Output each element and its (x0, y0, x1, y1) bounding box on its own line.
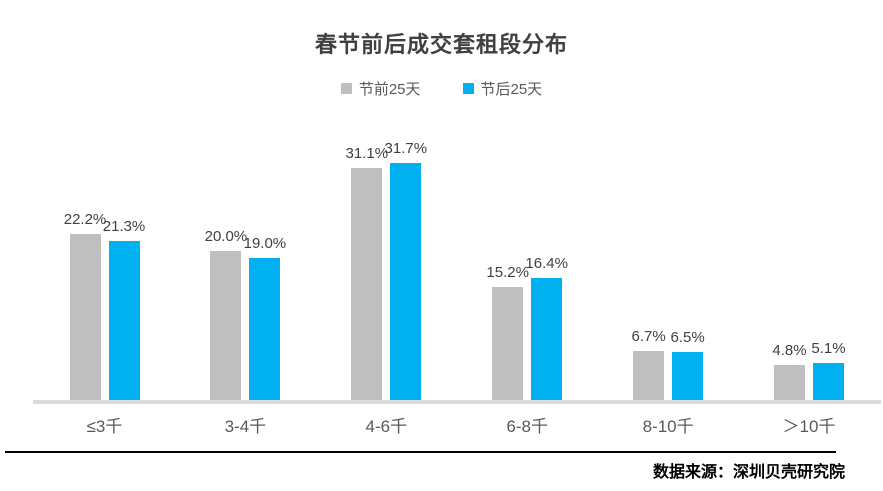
value-label-series0-cat5: 4.8% (772, 342, 807, 359)
value-label-series0-cat3: 15.2% (486, 264, 529, 281)
bar-series1-cat4 (672, 352, 704, 401)
value-label-series0-cat0: 22.2% (63, 211, 107, 228)
x-axis-label-2: 4-6千 (365, 417, 408, 436)
bar-series1-cat3 (531, 278, 563, 401)
chart-title: 春节前后成交套租段分布 (314, 32, 568, 57)
legend-swatch-icon (340, 83, 352, 94)
value-label-series0-cat2: 31.1% (345, 145, 389, 162)
value-label-series1-cat4: 6.5% (670, 329, 705, 346)
legend: 节前25天 节后25天 (0, 78, 883, 99)
bar-series0-cat5 (774, 365, 805, 401)
bar-series1-cat2 (390, 163, 422, 401)
x-axis-label-1: 3-4千 (224, 417, 267, 436)
bar-series1-cat0 (108, 241, 140, 401)
value-label-series0-cat4: 6.7% (631, 328, 666, 345)
value-label-series1-cat1: 19.0% (243, 235, 287, 252)
value-label-series1-cat2: 31.7% (384, 140, 428, 157)
legend-item-0: 节前25天 (340, 78, 421, 99)
plot-area: 22.2% 21.3% 20.0% 19.0% 31.1% 31.7% 15.2% 16.4%… (63, 140, 846, 401)
bar-series0-cat1 (210, 251, 242, 401)
bar-series1-cat1 (249, 258, 281, 401)
source-note: 数据来源：深圳贝壳研究院 (652, 464, 845, 481)
bar-series0-cat0 (69, 234, 101, 401)
value-label-series1-cat3: 16.4% (525, 255, 568, 272)
bar-series1-cat5 (813, 363, 844, 401)
legend-label: 节后25天 (480, 81, 543, 98)
legend-label: 节前25天 (358, 81, 421, 98)
value-label-series0-cat1: 20.0% (204, 228, 248, 245)
source-divider (5, 451, 836, 453)
legend-item-1: 节后25天 (462, 78, 543, 99)
x-axis-label-4: 8-10千 (642, 417, 694, 436)
value-label-series1-cat0: 21.3% (102, 218, 146, 235)
bar-series0-cat3 (492, 287, 524, 401)
x-axis-line (33, 400, 881, 404)
bar-series0-cat4 (633, 351, 665, 401)
bar-series0-cat2 (351, 168, 383, 401)
x-axis-label-3: 6-8千 (506, 417, 548, 436)
value-label-series1-cat5: 5.1% (811, 340, 846, 357)
x-axis-label-0: ≤3千 (86, 417, 123, 436)
legend-swatch-icon (462, 83, 474, 94)
x-axis-label-5: ＞10千 (782, 417, 836, 436)
